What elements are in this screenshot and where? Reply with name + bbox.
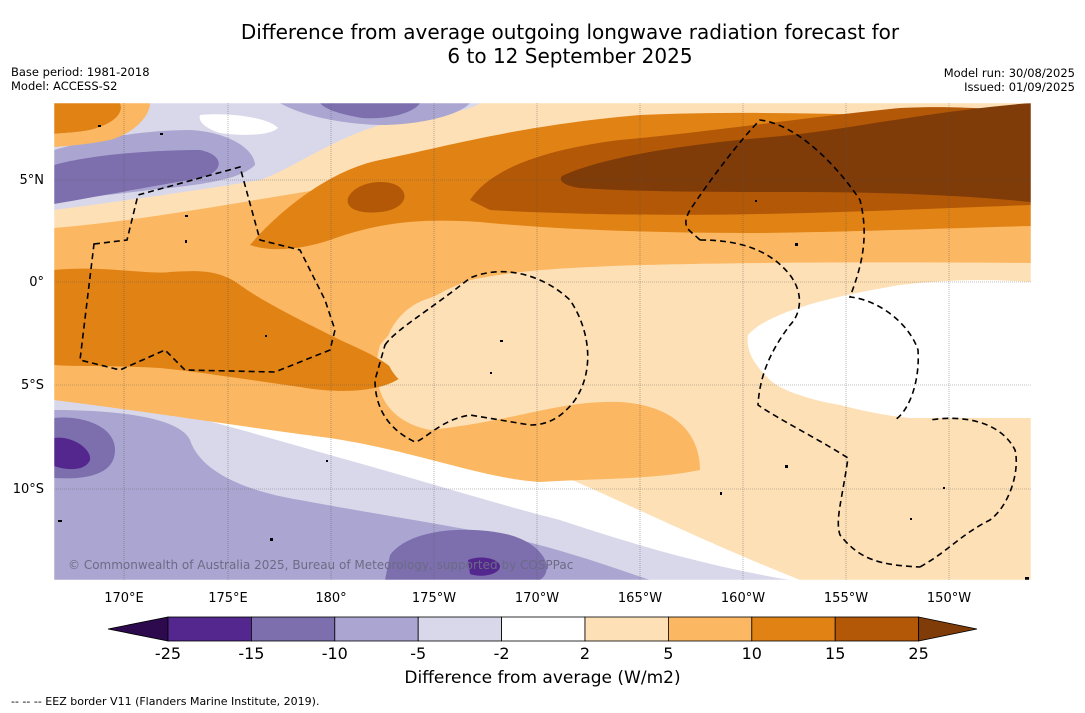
colorbar-bin (250, 616, 336, 642)
gridlines (54, 103, 1031, 580)
colorbar-tick: -5 (410, 644, 426, 663)
lon-label: 175°W (412, 591, 456, 606)
lat-label: 0° (29, 275, 44, 290)
lat-label: 10°S (13, 482, 44, 497)
colorbar: -25 -15 -10 -5 -2 2 5 10 15 25 (107, 616, 978, 663)
lon-label: 150°W (927, 591, 971, 606)
colorbar-tick: 25 (908, 644, 928, 663)
colorbar-title: Difference from average (W/m2) (404, 668, 681, 688)
meta-right: Model run: 30/08/2025 Issued: 01/09/2025 (944, 66, 1075, 94)
colorbar-bin (584, 616, 669, 642)
field-over25 (560, 103, 1031, 202)
longitude-labels: 170°E 175°E 180° 175°W 170°W 165°W 160°W… (104, 591, 971, 606)
copyright-notice: © Commonwealth of Australia 2025, Bureau… (68, 558, 574, 572)
colorbar-tick: -10 (322, 644, 348, 663)
field-n15-10-b (385, 529, 547, 580)
colorbar-bin (668, 616, 753, 642)
lon-label: 155°W (824, 591, 868, 606)
colorbar-tick: 10 (742, 644, 762, 663)
meta-left: Base period: 1981-2018 Model: ACCESS-S2 (11, 65, 150, 93)
lon-label: 175°E (208, 591, 248, 606)
island-markers (58, 125, 1029, 580)
colorbar-tick: 15 (825, 644, 845, 663)
lat-label: 5°N (20, 173, 45, 188)
colorbar-under (107, 616, 169, 642)
field-white-east (747, 280, 1031, 418)
field-n25-15-b (468, 557, 500, 576)
colorbar-bin (834, 616, 920, 642)
lon-label: 170°W (515, 591, 559, 606)
colorbar-tick: 2 (580, 644, 590, 663)
title-line-1: Difference from average outgoing longwav… (240, 20, 900, 44)
field-p10-15-corner (54, 103, 121, 134)
eez-legend: -- -- -- EEZ border V11 (Flanders Marine… (11, 695, 320, 708)
colorbar-tick: 5 (663, 644, 673, 663)
title-line-2: 6 to 12 September 2025 (447, 44, 693, 68)
field-p15-25-blob (347, 182, 405, 213)
field-n15-10-north-b (320, 103, 420, 119)
field-n15-10-north (54, 150, 219, 204)
base-period: Base period: 1981-2018 (11, 65, 150, 79)
field-white-nw (199, 114, 278, 135)
map-title: Difference from average outgoing longwav… (0, 20, 1085, 68)
lon-label: 170°E (104, 591, 144, 606)
lat-label: 5°S (21, 378, 44, 393)
colorbar-bin (501, 616, 586, 642)
colorbar-tick: -15 (238, 644, 264, 663)
colorbar-tick: -25 (155, 644, 181, 663)
colorbar-tick: -2 (494, 644, 510, 663)
issued-date: Issued: 01/09/2025 (964, 80, 1075, 94)
lon-label: 180° (315, 591, 346, 606)
field-p5-10-corner (54, 103, 150, 147)
lon-label: 160°W (721, 591, 765, 606)
colorbar-bin (334, 616, 419, 642)
field-n25-15-a (54, 437, 91, 470)
eez-borders (79, 119, 1018, 568)
model-run: Model run: 30/08/2025 (943, 66, 1075, 80)
model-name: Model: ACCESS-S2 (11, 79, 118, 93)
colorbar-bin (751, 616, 836, 642)
colorbar-bin (417, 616, 503, 642)
map-frame (53, 102, 1032, 581)
lon-label: 165°W (618, 591, 662, 606)
colorbar-over (918, 616, 978, 642)
latitude-labels: 5°N 0° 5°S 10°S (13, 173, 44, 497)
anomaly-field (54, 103, 1031, 580)
colorbar-bin (167, 616, 252, 642)
